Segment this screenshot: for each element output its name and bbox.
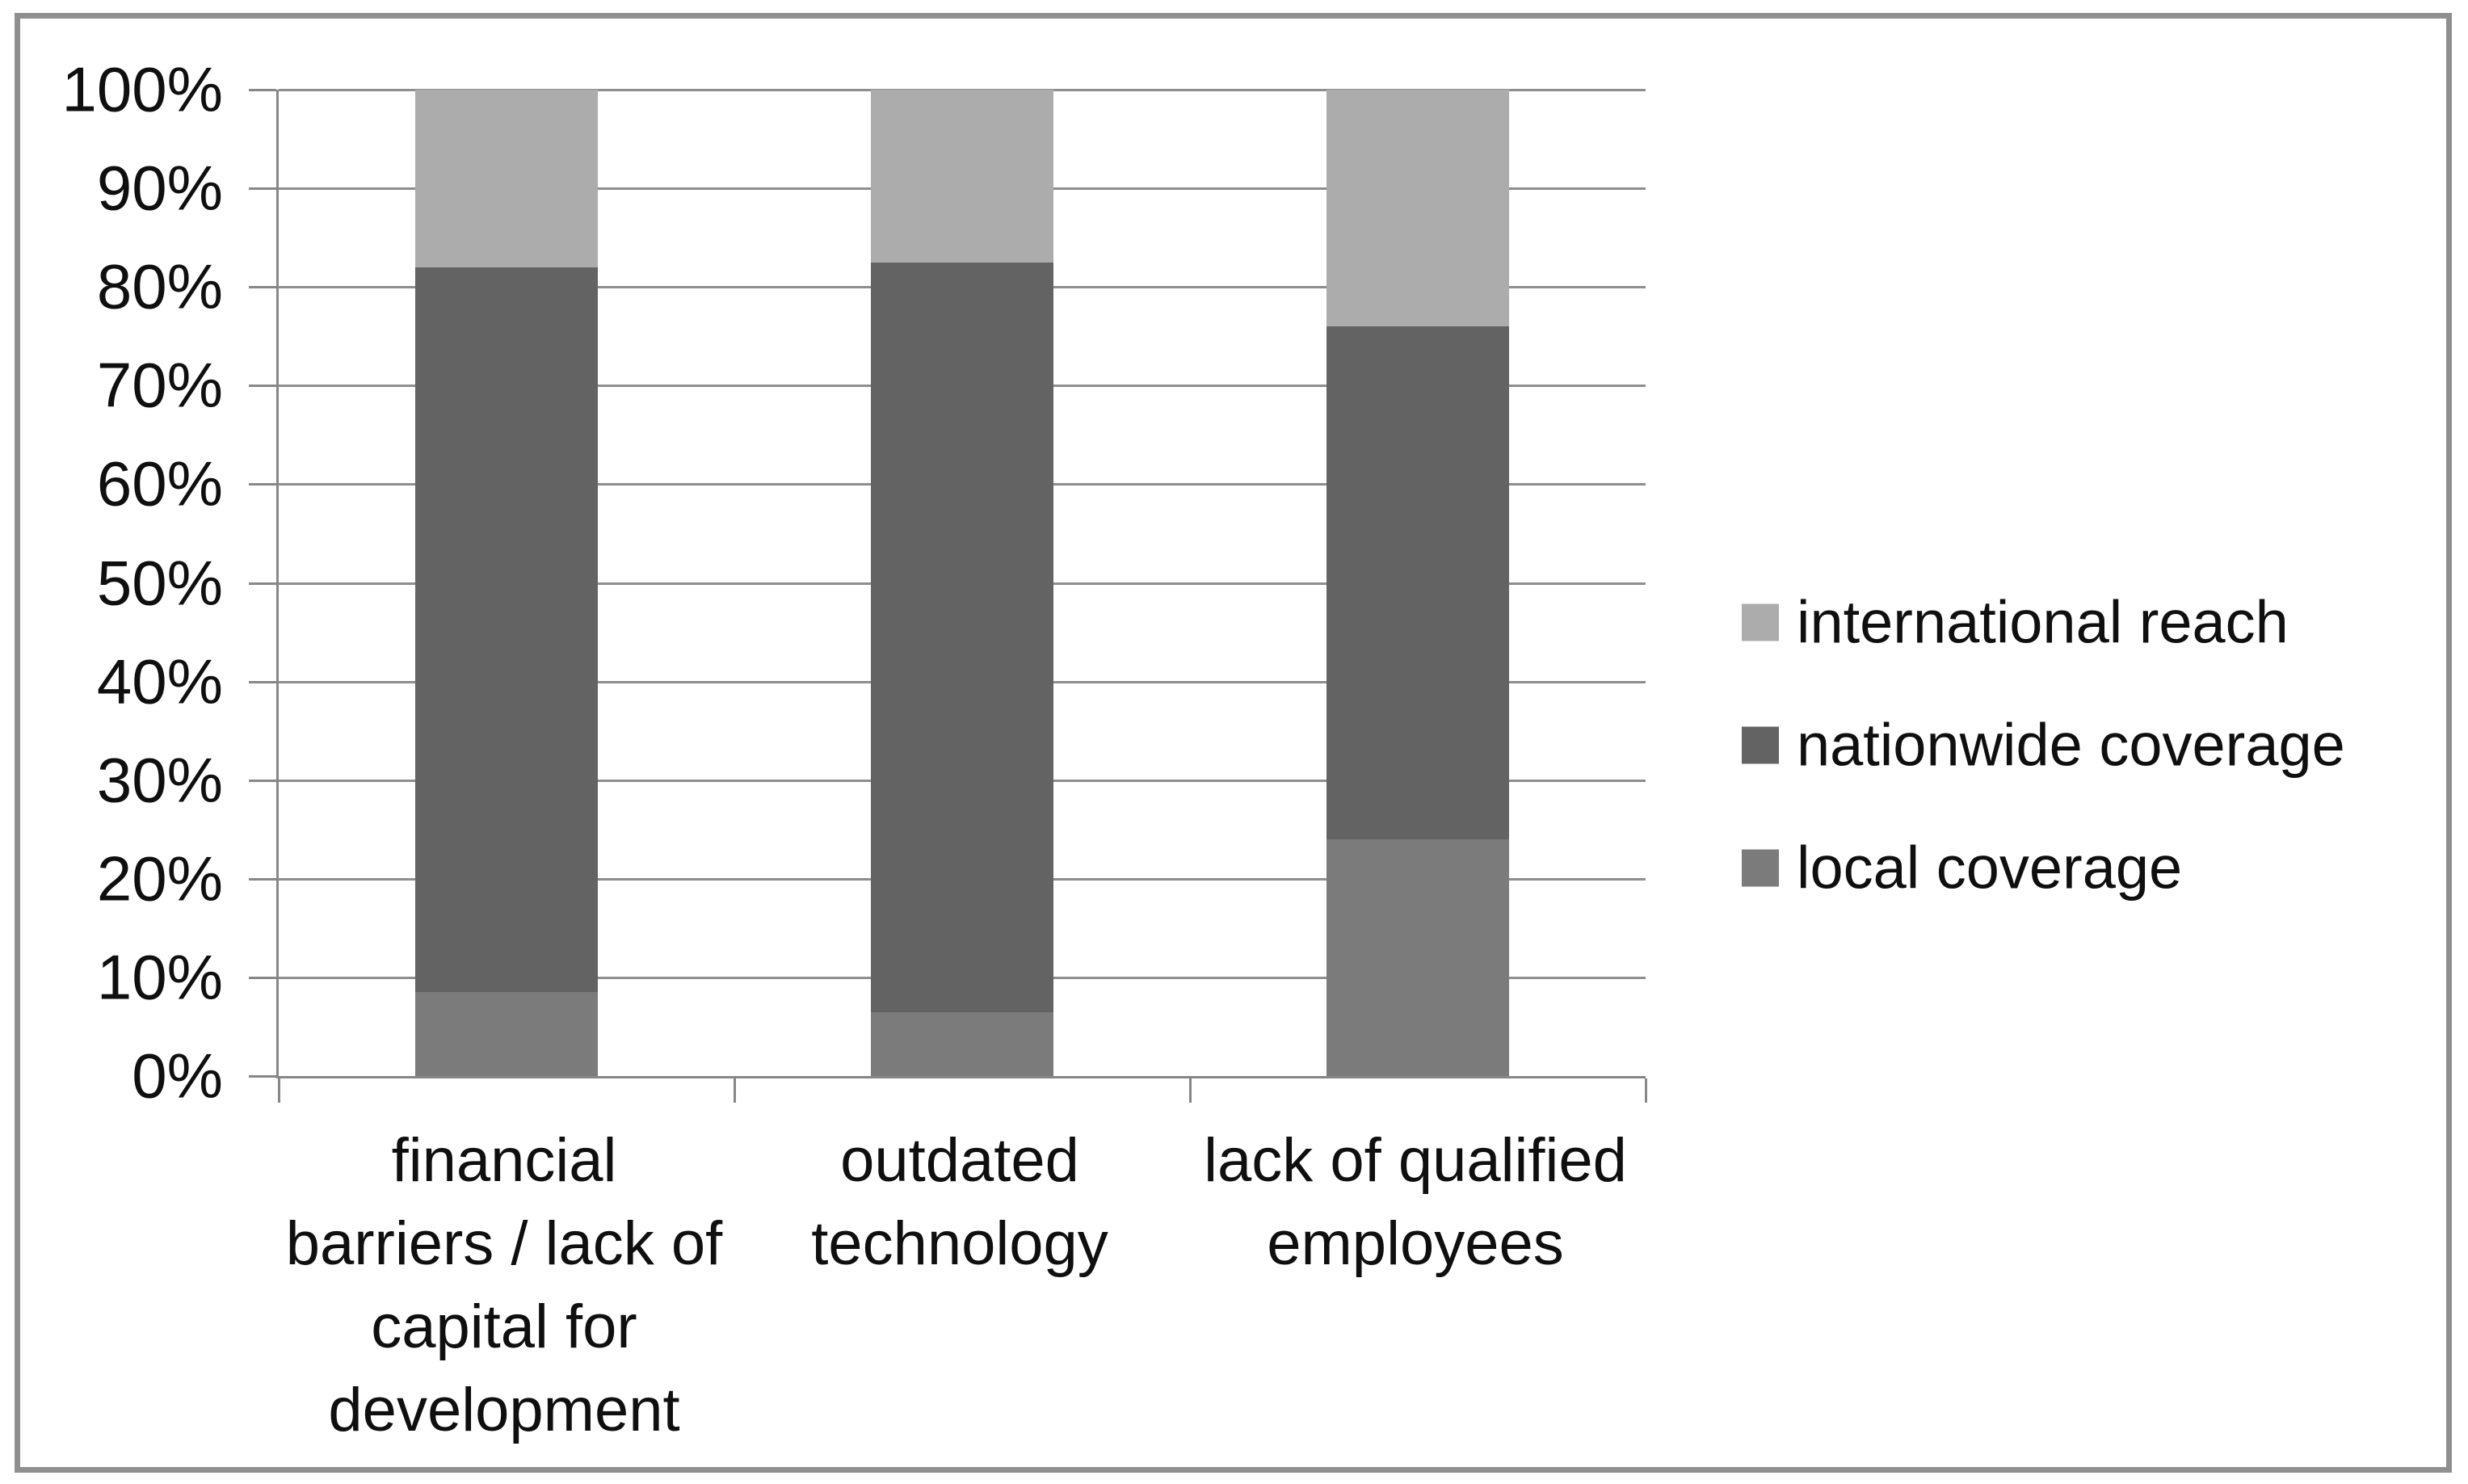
segment-nationwide-coverage [871,262,1053,1012]
category-label-line: outdated [840,1126,1079,1195]
category-label-line: financial [391,1126,617,1195]
y-axis-label: 80% [96,250,223,322]
legend-label: nationwide coverage [1797,711,2345,779]
category-label: outdated technology [701,1119,1218,1285]
segment-local-coverage [415,992,598,1076]
y-axis-tick [249,483,276,486]
y-axis-tick [249,680,276,683]
legend-item-local-coverage: local coverage [1742,834,2182,902]
y-axis-tick [249,385,276,388]
segment-local-coverage [1326,839,1509,1076]
y-axis-label: 90% [96,152,223,224]
bar-lack-of [1326,90,1509,1076]
y-axis-tick [249,582,276,585]
plot-area [249,89,1647,1103]
y-axis-tick [249,976,276,979]
category-label-line: technology [811,1209,1108,1278]
x-axis-tick [278,1078,280,1103]
bar-outdated-technology [871,90,1053,1076]
y-axis-label: 50% [96,547,223,618]
legend-label: local coverage [1797,834,2183,902]
y-axis-label: 0% [132,1040,223,1112]
y-axis-label: 20% [96,843,223,914]
legend-swatch-icon [1742,603,1779,641]
segment-local-coverage [871,1011,1053,1076]
y-axis-label: 40% [96,645,223,717]
category-label-line: development [328,1376,680,1444]
legend-item-international-reach: international reach [1742,588,2289,657]
legend-swatch-icon [1742,849,1779,886]
y-axis-label: 100% [61,53,224,125]
category-label-line: lack of qualified [1204,1126,1627,1195]
x-axis-tick [1189,1078,1192,1103]
x-axis-tick [734,1078,736,1103]
y-axis-label: 30% [96,744,223,816]
category-label-line: barriers / lack of [285,1209,723,1278]
category-label-line: employees [1267,1209,1564,1278]
legend-label: international reach [1797,588,2289,656]
y-axis-tick [249,779,276,782]
x-axis-tick [1645,1078,1647,1103]
y-axis-tick [249,89,276,91]
y-axis-label: 70% [96,349,223,421]
y-axis-label: 60% [96,448,223,519]
segment-international-reach [1326,90,1509,327]
segment-nationwide-coverage [1326,326,1509,839]
legend-item-nationwide-coverage: nationwide coverage [1742,711,2345,780]
y-axis-label: 10% [96,941,223,1013]
category-label: lack of qualified employees [1157,1119,1674,1285]
segment-nationwide-coverage [415,267,598,993]
segment-international-reach [415,90,598,267]
legend-swatch-icon [1742,726,1779,763]
bar-financial-barriers [415,90,598,1076]
category-label-line: capital for [371,1293,637,1361]
y-axis-tick [249,286,276,289]
y-axis-tick [249,1075,276,1078]
category-label: financial barriers / lack of capital for de… [246,1119,763,1452]
y-axis-tick [249,187,276,191]
y-axis-labels: 100% 90% 80% 70% 60% 50% 40% 30% 20% 10% 0% [0,54,224,1112]
y-axis-tick [249,877,276,881]
segment-international-reach [871,90,1053,263]
